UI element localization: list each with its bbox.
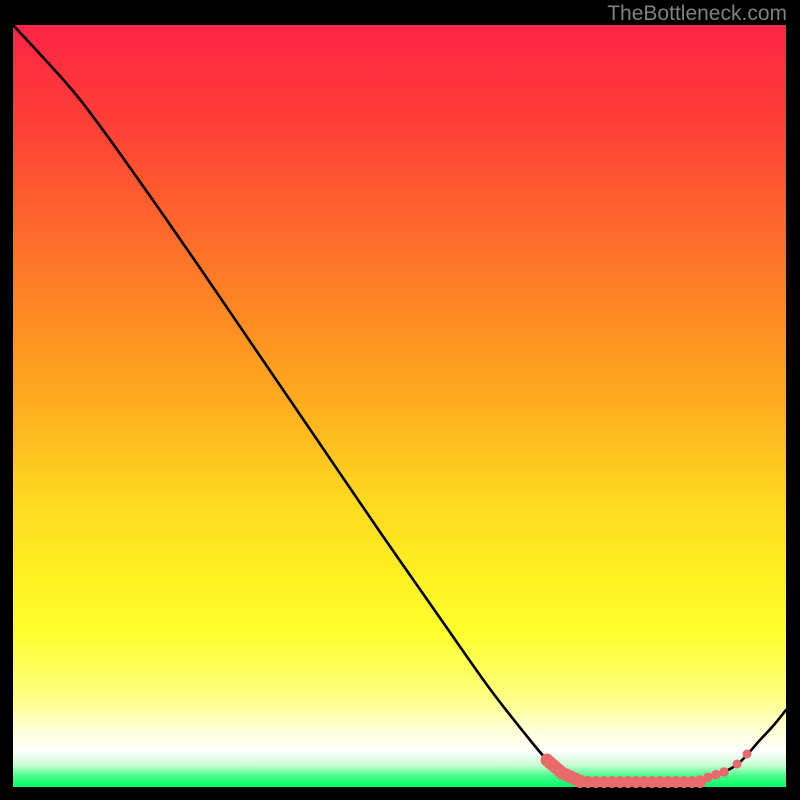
chart-svg xyxy=(0,0,800,800)
watermark-text: TheBottleneck.com xyxy=(607,2,787,26)
chart-stage: TheBottleneck.com xyxy=(0,0,800,800)
marker-dot xyxy=(733,760,742,769)
plot-area xyxy=(13,25,786,787)
marker-dot xyxy=(743,750,752,759)
marker-dot xyxy=(719,767,729,777)
